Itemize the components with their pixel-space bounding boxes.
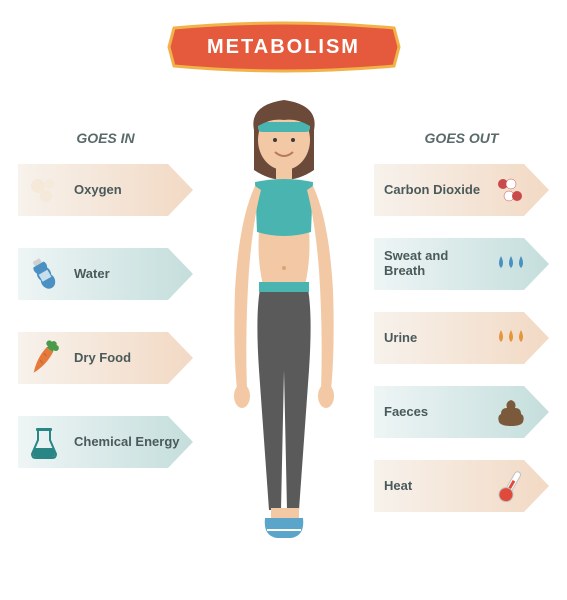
human-figure — [199, 90, 369, 560]
goes-out-item: Carbon Dioxide — [374, 164, 549, 216]
item-label: Faeces — [384, 405, 491, 420]
thermometer-icon — [491, 466, 531, 506]
goes-out-item: Heat — [374, 460, 549, 512]
item-label: Urine — [384, 331, 491, 346]
item-label: Heat — [384, 479, 491, 494]
goes-out-header: GOES OUT — [374, 130, 549, 146]
goes-in-item: Dry Food — [18, 332, 193, 384]
goes-in-item: Water — [18, 248, 193, 300]
droplets-icon — [491, 318, 531, 358]
item-label: Water — [74, 267, 193, 282]
goes-in-item: Chemical Energy — [18, 416, 193, 468]
goes-out-item: Sweat and Breath — [374, 238, 549, 290]
title-banner: METABOLISM — [164, 20, 404, 74]
goes-out-item: Faeces — [374, 386, 549, 438]
item-label: Dry Food — [74, 351, 193, 366]
item-label: Carbon Dioxide — [384, 183, 491, 198]
infographic-container: METABOLISM — [0, 0, 567, 600]
carrot-icon — [24, 338, 64, 378]
oxygen-icon — [24, 170, 64, 210]
page-title: METABOLISM — [207, 36, 360, 59]
item-label: Oxygen — [74, 183, 193, 198]
faeces-icon — [491, 392, 531, 432]
goes-in-item: Oxygen — [18, 164, 193, 216]
co2-icon — [491, 170, 531, 210]
goes-in-header: GOES IN — [18, 130, 193, 146]
woman-figure-icon — [199, 90, 369, 560]
item-label: Sweat and Breath — [384, 249, 491, 279]
item-label: Chemical Energy — [74, 435, 193, 450]
goes-out-column: GOES OUT Carbon Dioxide Sweat and Breath… — [374, 130, 549, 534]
beaker-icon — [24, 422, 64, 462]
goes-in-column: GOES IN Oxygen Water Dry Food — [18, 130, 193, 500]
droplets-icon — [491, 244, 531, 284]
water-bottle-icon — [24, 254, 64, 294]
goes-out-item: Urine — [374, 312, 549, 364]
